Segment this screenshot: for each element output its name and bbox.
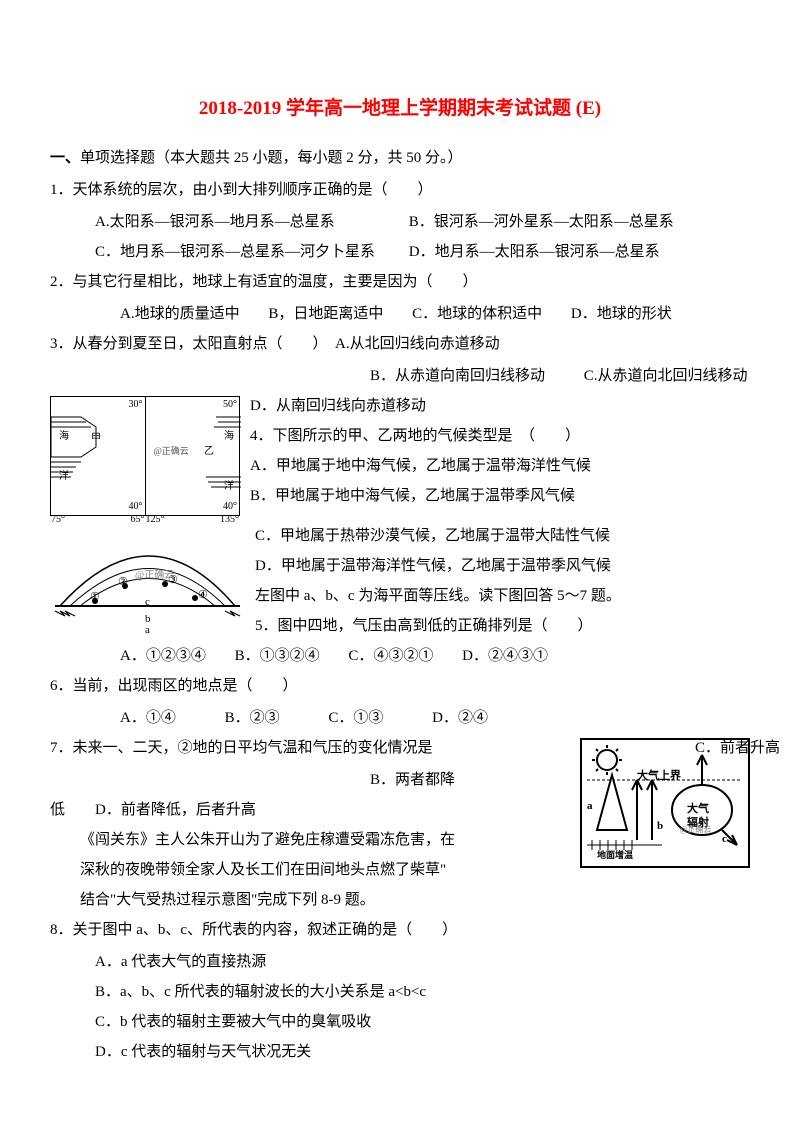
arc-a: a [145,619,150,641]
heat-wm: @正确云 [680,822,711,838]
heat-a: a [587,795,593,817]
q2-b: B，日地距离适中 [268,306,383,322]
q1-b: B．银河系—河外星系—太阳系—总星系 [409,214,674,230]
q5-opts: A．①②③④ B．①③②④ C．④③②① D．②④③① [50,641,750,671]
map-left-svg [51,397,146,515]
arc-n4: ④ [198,584,208,606]
q7-line1: 7．未来一、二天，②地的日平均气温和气压的变化情况是 C．前者升高 [50,733,750,763]
q2-c: C．地球的体积适中 [412,306,542,322]
q3-b: B．从赤道向南回归线移动 [370,361,580,391]
q3-stem: 3．从春分到夏至日，太阳直射点（ ） A.从北回归线向赤道移动 [50,329,750,359]
heat-top: 大气上界 [637,765,681,787]
page-title: 2018-2019 学年高一地理上学期期末考试试题 (E) [50,90,750,128]
q6-a: A．①④ [120,710,176,726]
q3-bc: B．从赤道向南回归线移动 C.从赤道向北回归线移动 [50,361,750,391]
q8-stem: 8．关于图中 a、b、c、所代表的内容，叙述正确的是（ ） [50,915,750,945]
arc-n2: ② [118,571,128,593]
q1-opts-row1: A.太阳系—银河系—地月系—总星系 B．银河系—河外星系—太阳系—总星系 [50,207,750,237]
q2-a: A.地球的质量适中 [120,306,240,322]
q2-d: D．地球的形状 [571,306,672,322]
q5-a: A．①②③④ [120,648,206,664]
section-text: 单项选择题（本大题共 25 小题，每小题 2 分，共 50 分。） [80,150,463,166]
figure-map: 30° 海 甲 洋 40° 75° 65° 50° @正确云 乙 海 洋 40° [50,396,240,516]
q1-c: C．地月系—银河系—总星系—河夕卜星系 [95,237,405,267]
q1-d: D．地月系—太阳系—银河系—总星系 [409,244,660,260]
q6-opts: A．①④ B．②③ C．①③ D．②④ [50,703,750,733]
q8-c: C．b 代表的辐射主要被大气中的臭氧吸收 [50,1007,750,1037]
section-header: 一、单项选择题（本大题共 25 小题，每小题 2 分，共 50 分。） [50,143,750,173]
q6-d: D．②④ [432,710,488,726]
q5-b: B．①③②④ [235,648,320,664]
q1-opts-row2: C．地月系—银河系—总星系—河夕卜星系 D．地月系—太阳系—银河系—总星系 [50,237,750,267]
q7-stem: 7．未来一、二天，②地的日平均气温和气压的变化情况是 [50,740,433,756]
q8-d: D．c 代表的辐射与天气状况无关 [50,1037,750,1067]
q8-a: A．a 代表大气的直接热源 [50,947,750,977]
q6-b: B．②③ [225,710,280,726]
map-right-svg [146,397,241,515]
q3-c: C.从赤道向北回归线移动 [584,368,748,384]
map-left: 30° 海 甲 洋 40° 75° 65° [51,397,146,515]
q1-stem: 1．天体系统的层次，由小到大排列顺序正确的是（ ） [50,175,750,205]
q5-c: C．④③②① [348,648,433,664]
map-right: 50° @正确云 乙 海 洋 40° 125° 135° [146,397,240,515]
heat-ground: 地面增温 [597,846,633,864]
q7-c-cut: C．前者升高 [695,733,780,763]
figure-arc: @正确云 ① ② ③ ④ c b a [50,526,245,636]
passage-l3: 结合"大气受热过程示意图"完成下列 8-9 题。 [50,885,750,915]
q5-d: D．②④③① [462,648,548,664]
q8-b: B．a、b、c 所代表的辐射波长的大小关系是 a<b<c [50,977,750,1007]
heat-c: c [722,828,727,850]
heat-b: b [657,815,663,837]
arc-n1: ① [90,586,100,608]
q1-a: A.太阳系—银河系—地月系—总星系 [95,207,405,237]
q6-c: C．①③ [328,710,383,726]
section-label: 一、 [50,150,80,166]
q2-stem: 2．与其它行星相比，地球上有适宜的温度，主要是因为（ ） [50,267,750,297]
q2-opts: A.地球的质量适中 B，日地距离适中 C．地球的体积适中 D．地球的形状 [50,299,750,329]
q6-stem: 6．当前，出现雨区的地点是（ ） [50,671,750,701]
arc-n3: ③ [168,569,178,591]
